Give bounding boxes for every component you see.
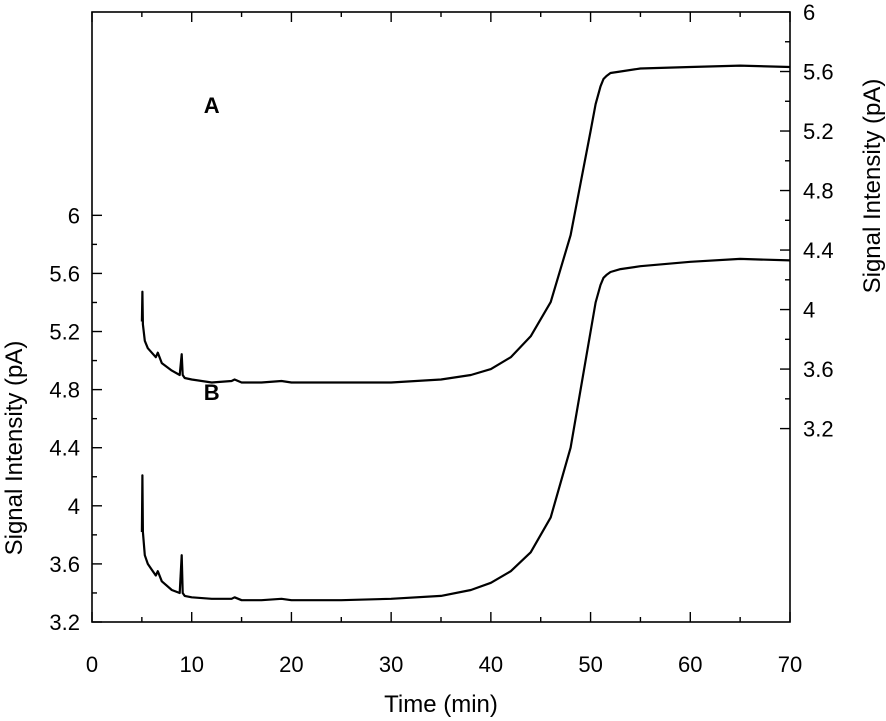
plot-frame	[91, 11, 791, 623]
x-axis-title: Time (min)	[384, 691, 498, 718]
left-y-tick-label: 5.2	[49, 320, 80, 345]
left-y-tick-label: 4	[68, 494, 80, 519]
x-tick-label: 40	[479, 652, 503, 677]
x-axis: 0 10 20 30 40 50 60 70	[86, 12, 802, 677]
left-y-tick-label: 3.2	[49, 610, 80, 635]
right-y-tick-label: 4	[803, 298, 815, 323]
series-layer	[140, 64, 791, 602]
right-y-axis: 3.2 3.6 4 4.4 4.8 5.2 5.6 6	[780, 0, 834, 442]
left-y-axis: 3.2 3.6 4 4.4 4.8 5.2 5.6 6	[49, 203, 102, 635]
x-tick-label: 20	[279, 652, 303, 677]
right-y-tick-label: 6	[803, 0, 815, 25]
right-y-axis-title: Signal Intensity (pA)	[859, 79, 886, 294]
x-tick-label: 50	[578, 652, 602, 677]
x-tick-label: 10	[179, 652, 203, 677]
right-y-tick-label: 5.2	[803, 119, 834, 144]
x-tick-label: 60	[678, 652, 702, 677]
left-y-tick-label: 4.4	[49, 436, 80, 461]
left-y-tick-label: 5.6	[49, 261, 80, 286]
right-y-tick-label: 3.6	[803, 357, 834, 382]
left-y-tick-label: 6	[68, 203, 80, 228]
x-tick-label: 0	[86, 652, 98, 677]
annotations: AB	[204, 93, 220, 405]
panel-label-b: B	[204, 380, 220, 405]
series-line-a	[140, 64, 791, 384]
panel-label-a: A	[204, 93, 220, 118]
left-y-tick-label: 3.6	[49, 552, 80, 577]
right-y-tick-label: 4.8	[803, 179, 834, 204]
left-y-axis-title: Signal Intensity (pA)	[1, 341, 28, 556]
left-y-tick-label: 4.8	[49, 378, 80, 403]
series-line-b	[140, 257, 791, 602]
right-y-tick-label: 5.6	[803, 60, 834, 85]
x-tick-label: 30	[379, 652, 403, 677]
right-y-tick-label: 4.4	[803, 238, 834, 263]
x-tick-label: 70	[778, 652, 802, 677]
right-y-tick-label: 3.2	[803, 417, 834, 442]
